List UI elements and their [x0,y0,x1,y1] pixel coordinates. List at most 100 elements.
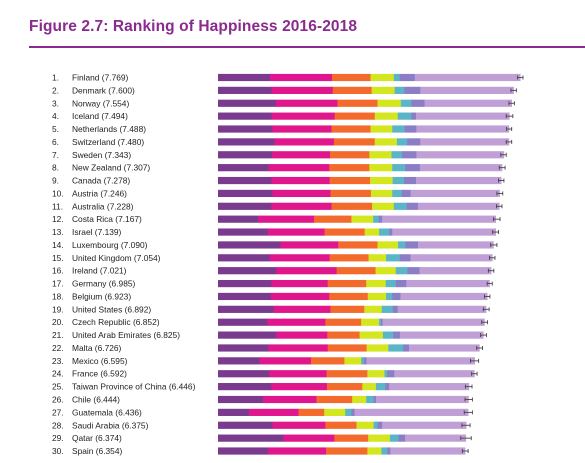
bar-segment [400,292,488,301]
bar-segment [327,279,367,288]
bar-segment [366,357,476,365]
bar-segment [392,228,497,236]
rank-label: 4. [52,111,59,121]
bar-segment [386,292,393,301]
bar-segment [370,189,393,198]
bar-segment [272,151,331,159]
country-label: Costa Rica (7.167) [72,214,142,224]
bar-segment [356,421,374,429]
bar-segment [373,215,379,223]
rank-label: 17. [52,279,64,289]
rank-label: 20. [52,317,64,327]
bar-segment [374,112,399,120]
bar-segment [218,421,273,429]
bar-segment [384,370,388,378]
bar-segment [218,125,273,133]
bar-segment [330,305,365,313]
bar-segment [272,421,326,429]
bar-segment [218,254,271,262]
bar-segment [218,267,277,275]
bar-segment [377,421,383,429]
bar-segment [334,112,376,120]
rank-label: 29. [52,433,64,443]
bar-segment [364,228,380,236]
bar-segment [218,86,272,94]
bar-segment [400,99,412,107]
bar-segment [351,408,355,416]
country-label: Iceland (7.494) [72,111,128,121]
country-label: Finland (7.769) [72,73,129,83]
bar-segment [218,408,250,416]
bar-segment [405,434,467,442]
bar-segment [375,383,386,391]
bar-segment [382,421,467,429]
country-label: Denmark (7.600) [72,85,135,95]
country-label: New Zealand (7.307) [72,163,150,173]
bar-segment [276,331,328,339]
country-label: Israel (7.139) [72,227,122,237]
bar-segment [408,344,480,352]
bar-segment [270,292,330,301]
bar-segment [271,86,334,94]
bar-segment [298,408,325,416]
bar-segment [367,370,385,378]
bar-segment [392,176,405,185]
country-label: Czech Republic (6.852) [72,317,160,327]
bar-segment [407,267,420,275]
bar-segment [379,318,382,326]
bar-segment [336,267,376,275]
country-label: France (6.592) [72,369,127,379]
bar-segment [218,344,269,352]
bar-segment [267,318,326,326]
bar-segment [249,408,299,416]
bar-segment [370,125,393,133]
bar-segment [416,151,505,159]
bar-segment [218,318,268,326]
bar-segment [361,318,380,326]
bar-segment [275,99,338,107]
bar-segment [333,138,376,146]
bar-segment [416,176,502,185]
rank-label: 26. [52,395,64,405]
bar-segment [218,395,264,404]
bar-segment [398,241,406,249]
bar-segment [393,331,401,339]
bar-segment [397,112,412,120]
bar-segment [218,305,274,313]
bar-segment [404,125,417,133]
bar-segment [271,202,332,210]
bar-segment [352,395,367,404]
bar-segment [378,215,383,223]
bar-segment [270,73,333,82]
country-label: Spain (6.354) [72,446,122,456]
bar-segment [370,176,393,185]
bar-segment [366,395,374,404]
bar-segment [268,447,327,455]
rank-label: 13. [52,227,64,237]
bar-segment [359,331,384,339]
bar-segment [381,305,393,313]
bar-segment [367,292,387,301]
bar-segment [363,357,367,365]
rank-label: 16. [52,266,64,276]
bar-segment [316,395,353,404]
bar-segment [329,164,370,172]
bar-segment [404,86,421,94]
rank-label: 9. [52,176,59,186]
bar-segment [388,344,404,352]
bar-segment [326,447,368,455]
bar-segment [393,202,407,210]
country-label: Chile (6.444) [72,395,120,405]
country-label: Netherlands (7.488) [72,124,146,134]
bar-segment [330,151,370,159]
bar-segment [366,279,386,288]
bar-segment [416,125,510,133]
bar-segment [399,254,411,262]
bar-segment [325,318,362,326]
country-label: Ireland (7.021) [72,266,127,276]
bar-segment [218,202,272,210]
bar-segment [385,279,397,288]
bar-segment [351,215,374,223]
bar-segment [417,202,500,210]
bar-segment [218,447,269,455]
